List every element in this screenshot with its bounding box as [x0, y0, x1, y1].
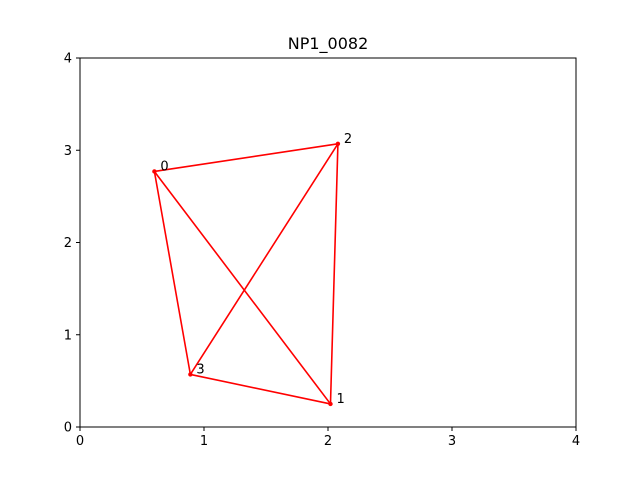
- x-tick-label: 0: [76, 434, 84, 449]
- x-tick-label: 1: [200, 434, 208, 449]
- point-label-1: 1: [336, 392, 344, 407]
- chart-title: NP1_0082: [288, 34, 369, 54]
- point-marker-1: [328, 401, 333, 407]
- y-tick-label: 2: [64, 236, 72, 251]
- y-tick-label: 3: [64, 144, 72, 159]
- y-tick-label: 4: [64, 52, 72, 67]
- point-label-3: 3: [196, 362, 204, 377]
- point-label-0: 0: [160, 159, 168, 174]
- point-label-2: 2: [344, 132, 352, 147]
- points-layer: 0 1 2 3: [152, 132, 352, 407]
- x-tick-label: 3: [448, 434, 456, 449]
- edge-line-2-1: [329, 142, 339, 405]
- x-tick-label: 4: [572, 434, 580, 449]
- point-marker-2: [335, 141, 341, 146]
- axes-layer: 0 1 2 3 4 0 1 2 3 4: [64, 52, 580, 450]
- point-marker-0: [152, 169, 157, 174]
- edge-line-1-3: [189, 373, 332, 405]
- edge-line-3-0: [153, 170, 192, 376]
- edge-line-0-2: [153, 142, 339, 173]
- x-tick-label: 2: [324, 434, 332, 449]
- edge-line-3-2: [189, 142, 339, 376]
- y-tick-label: 1: [64, 328, 72, 343]
- edges-layer: [153, 142, 339, 405]
- edge-line-0-1: [153, 170, 332, 405]
- point-marker-3: [188, 372, 193, 377]
- y-tick-label: 0: [64, 421, 72, 436]
